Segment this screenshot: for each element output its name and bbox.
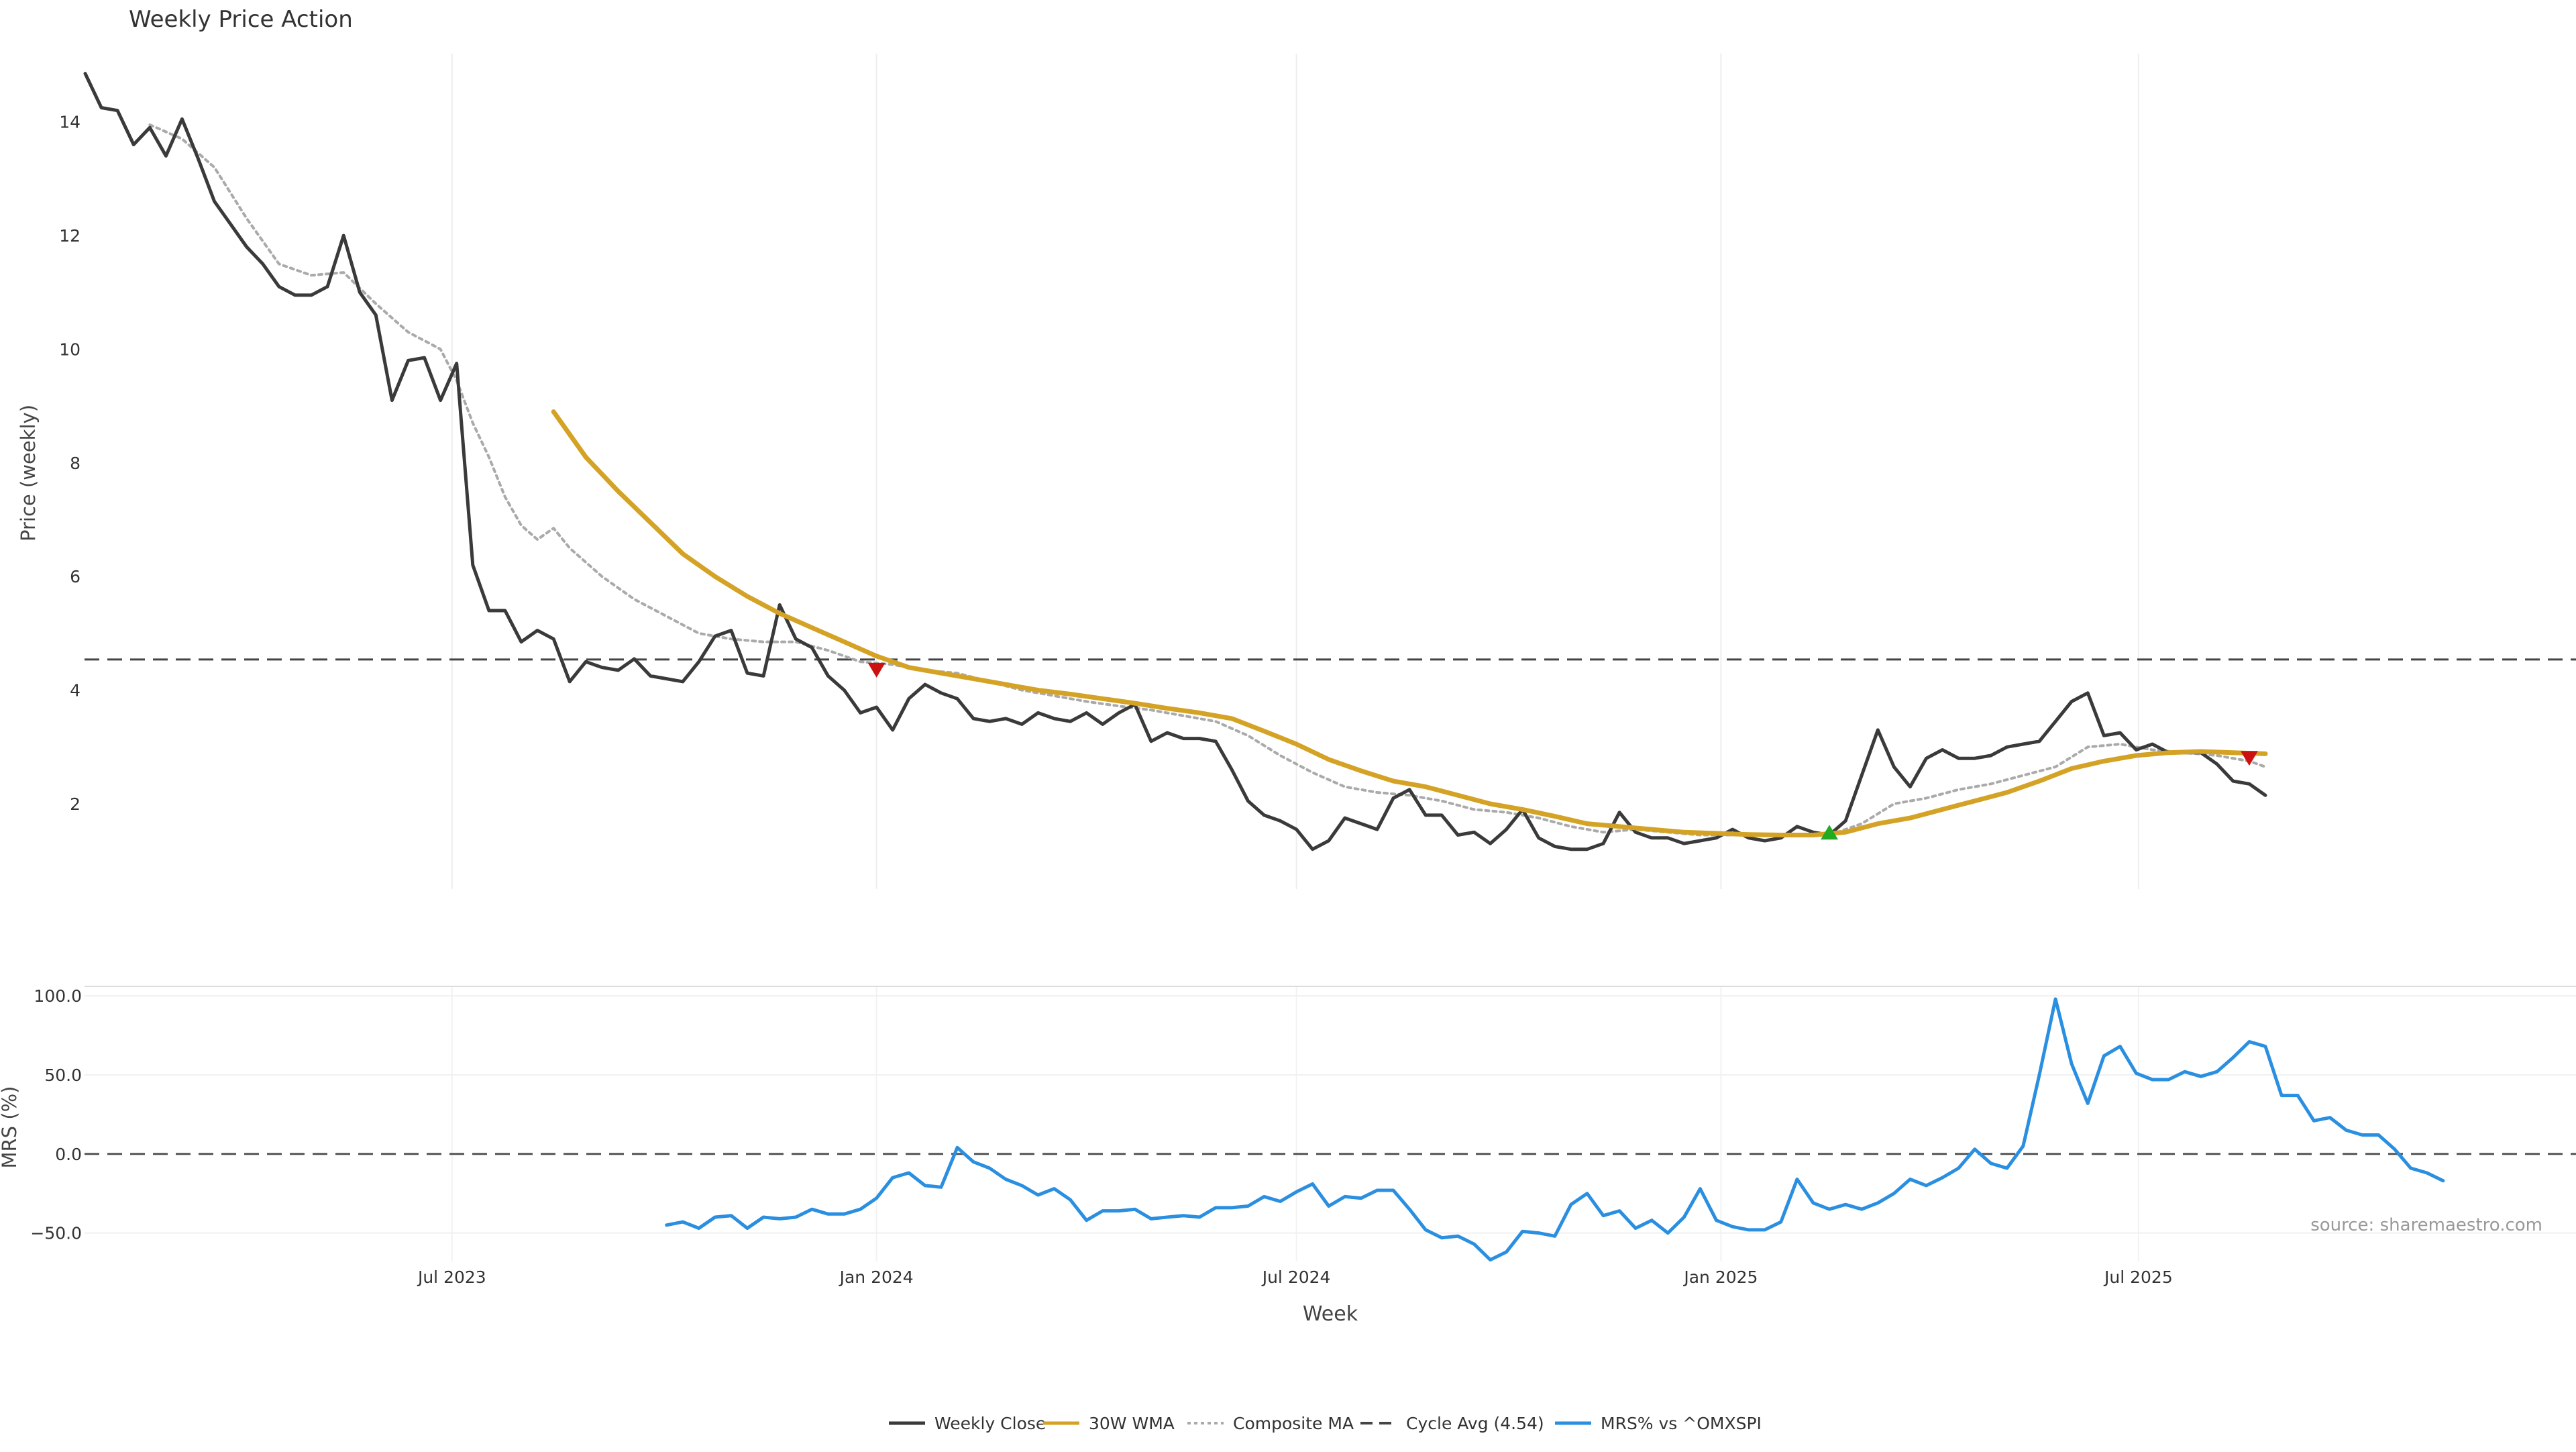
mrs-line: [665, 997, 2445, 1262]
price-y-tick-label: 2: [70, 794, 80, 814]
grid-layer: [85, 54, 2576, 1261]
price-y-tick-label: 14: [59, 113, 80, 132]
legend-label: Weekly Close: [934, 1414, 1046, 1433]
x-tick-label: Jan 2025: [1682, 1267, 1758, 1287]
x-tick-label: Jul 2025: [2103, 1267, 2173, 1287]
legend-label: Cycle Avg (4.54): [1406, 1414, 1544, 1433]
chart-title: Weekly Price Action: [129, 6, 353, 33]
x-tick-label: Jul 2024: [1261, 1267, 1331, 1287]
mrs-y-tick-label: 50.0: [44, 1066, 82, 1085]
price-y-tick-label: 6: [70, 567, 80, 586]
price-y-tick-label: 10: [59, 340, 80, 359]
mrs-y-tick-label: 100.0: [34, 986, 82, 1006]
price-y-tick-label: 4: [70, 681, 80, 701]
mrs-y-tick-label: 0.0: [55, 1145, 82, 1164]
weekly-close-line: [83, 72, 2267, 851]
sell-signal-marker: [2240, 751, 2258, 766]
buy-signal-marker: [1821, 825, 1839, 840]
mrs-y-tick-label: −50.0: [30, 1224, 82, 1243]
x-axis-label: Week: [1303, 1302, 1358, 1326]
source-label: source: sharemaestro.com: [2310, 1215, 2542, 1235]
tick-layer: Jul 2023 Jan 2024 Jul 2024 Jan 2025 Jul 2025…: [30, 113, 2172, 1287]
legend-label: MRS% vs ^OMXSPI: [1601, 1414, 1762, 1433]
mrs-y-axis-label: MRS (%): [0, 1086, 21, 1169]
price-y-axis-label: Price (weekly): [17, 405, 40, 541]
series-layer: [83, 72, 2445, 1262]
price-y-tick-label: 12: [59, 226, 80, 246]
wma-30w-line: [551, 409, 2268, 837]
reference-lines: [85, 658, 2576, 1155]
composite-ma-line: [148, 123, 2267, 837]
marker-layer: [867, 662, 2258, 840]
x-tick-label: Jul 2023: [417, 1267, 486, 1287]
x-tick-label: Jan 2024: [839, 1267, 914, 1287]
legend-label: 30W WMA: [1089, 1414, 1175, 1433]
legend: Weekly Close 30W WMA Composite MA Cycle Avg…: [889, 1414, 1762, 1433]
legend-label: Composite MA: [1233, 1414, 1354, 1433]
price-y-tick-label: 8: [70, 454, 80, 473]
sell-signal-marker: [867, 662, 885, 678]
